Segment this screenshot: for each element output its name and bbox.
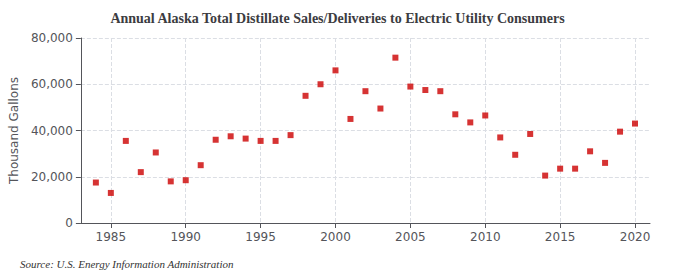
svg-text:2005: 2005 bbox=[395, 230, 426, 244]
svg-text:Annual Alaska Total Distillate: Annual Alaska Total Distillate Sales/Del… bbox=[110, 11, 565, 26]
svg-text:0: 0 bbox=[65, 216, 73, 230]
svg-text:60,000: 60,000 bbox=[31, 77, 73, 91]
svg-text:40,000: 40,000 bbox=[31, 124, 73, 138]
svg-text:Source: U.S. Energy Informatio: Source: U.S. Energy Information Administ… bbox=[20, 258, 234, 270]
svg-text:2000: 2000 bbox=[320, 230, 351, 244]
svg-text:80,000: 80,000 bbox=[31, 31, 73, 45]
svg-text:2015: 2015 bbox=[545, 230, 576, 244]
svg-text:1990: 1990 bbox=[170, 230, 201, 244]
svg-text:20,000: 20,000 bbox=[31, 170, 73, 184]
svg-text:Thousand Gallons: Thousand Gallons bbox=[7, 77, 21, 185]
svg-text:2020: 2020 bbox=[620, 230, 651, 244]
svg-text:1985: 1985 bbox=[96, 230, 127, 244]
svg-text:1995: 1995 bbox=[245, 230, 276, 244]
svg-text:2010: 2010 bbox=[470, 230, 501, 244]
